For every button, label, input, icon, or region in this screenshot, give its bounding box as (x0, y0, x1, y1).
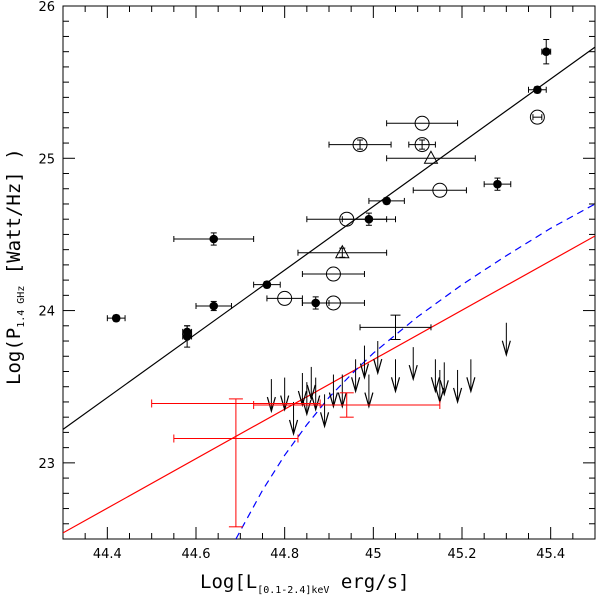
filled-circle-point (182, 332, 192, 341)
open-circle-point (277, 290, 293, 306)
open-circle-point (414, 137, 430, 153)
x-axis-title: Log[L[0.1-2.4]keV erg/s] (200, 571, 410, 596)
upper-limit-arrowhead (351, 377, 361, 394)
open-circle-point (414, 115, 430, 131)
open-circle-point (352, 137, 368, 153)
upper-limit-arrowhead (452, 387, 463, 405)
plot-frame (62, 5, 596, 540)
filled-circle-point (493, 179, 502, 189)
open-circle-point (325, 295, 341, 311)
y-tick-label: 24 (38, 305, 55, 320)
x-tick-label: 45.4 (536, 547, 565, 562)
tick-labels: 44.4 44.6 44.8 45 45.2 45.4 23 24 25 26 (38, 0, 565, 562)
upper-limit-arrowhead (280, 395, 290, 412)
upper-limit-arrowhead (306, 384, 316, 402)
x-tick-label: 44.4 (93, 547, 122, 562)
filled-circle-point (541, 47, 551, 56)
x-axis-title-prefix: Log[L (200, 571, 257, 593)
filled-circle-point (382, 196, 391, 206)
blue-dashed-curve-line (235, 203, 595, 539)
y-tick-label: 23 (38, 457, 55, 472)
x-tick-label: 45.2 (448, 547, 477, 562)
x-axis-title-suffix: erg/s] (329, 571, 409, 593)
filled-circle-point (262, 280, 272, 289)
black-fit-line (63, 46, 595, 430)
upper-limit-arrowhead (311, 395, 321, 412)
upper-limit-arrowhead (266, 396, 276, 414)
upper-limit-arrowhead (466, 377, 476, 394)
upper-limit-arrowhead (501, 340, 511, 357)
x-tick-label: 44.8 (270, 547, 299, 562)
filled-circle-point (209, 301, 219, 311)
x-tick-label: 44.6 (182, 547, 211, 562)
open-circle-point (339, 211, 355, 227)
upper-limit-arrowhead (408, 364, 418, 382)
upper-limit-arrowhead (430, 377, 440, 394)
filled-circle-point (533, 85, 542, 95)
triangle-point (423, 150, 439, 164)
y-tick-label: 25 (38, 152, 55, 167)
y-axis-title: Log(P1.4 GHz [Watt/Hz] ) (3, 148, 27, 385)
upper-limit-arrowhead (364, 392, 374, 409)
y-axis-title-prefix: Log(P (3, 328, 25, 385)
filled-circle-point (111, 313, 121, 323)
open-circle-point (529, 109, 545, 125)
upper-limit-arrowhead (337, 392, 347, 409)
x-axis-title-subscript: [0.1-2.4]keV (257, 585, 329, 596)
red-line-line (63, 235, 595, 534)
open-circle-point (325, 266, 341, 282)
upper-limit-arrowhead (359, 363, 370, 380)
y-axis-title-suffix: [Watt/Hz] ) (3, 148, 25, 285)
y-tick-label: 26 (38, 0, 55, 15)
model-lines (63, 46, 595, 539)
triangle-point (334, 244, 350, 259)
data-marks (106, 39, 552, 528)
upper-limit-arrowhead (439, 380, 449, 397)
upper-limit-arrowhead (390, 377, 401, 394)
open-circle-point (432, 182, 448, 198)
upper-limit-arrowhead (288, 419, 299, 437)
y-axis-title-subscript: 1.4 GHz (16, 286, 27, 328)
upper-limit-arrowhead (319, 412, 330, 429)
axis-ticks (62, 5, 596, 540)
filled-circle-point (209, 234, 219, 244)
upper-limit-arrowhead (328, 392, 339, 409)
upper-limit-arrowhead (373, 358, 383, 376)
x-tick-label: 45 (365, 547, 382, 562)
